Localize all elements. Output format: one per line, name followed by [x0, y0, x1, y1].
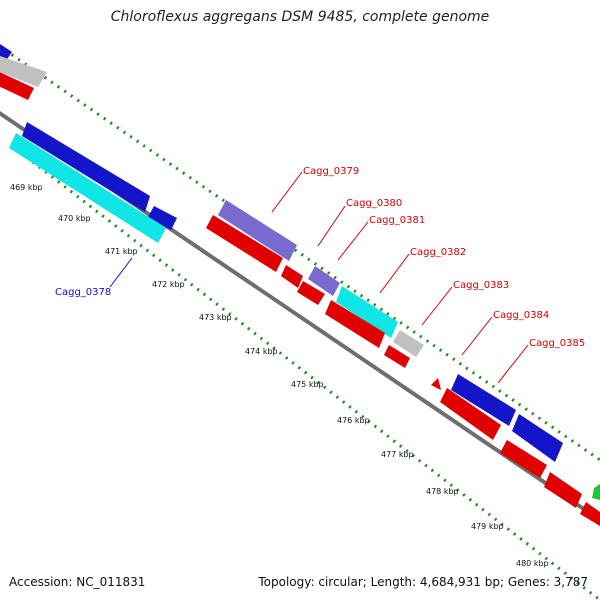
gene-red[interactable]: [206, 215, 283, 272]
gene-gray[interactable]: [393, 330, 424, 357]
scale-label: 471 kbp: [105, 247, 138, 256]
scale-label: 472 kbp: [152, 280, 185, 289]
scale-label: 474 kbp: [245, 347, 278, 356]
scale-label: 480 kbp: [516, 559, 549, 568]
map-title: Chloroflexus aggregans DSM 9485, complet…: [110, 9, 490, 25]
scale-label: 469 kbp: [10, 183, 43, 192]
gene-purple[interactable]: [308, 266, 340, 296]
scale-label: 473 kbp: [199, 313, 232, 322]
gene-red[interactable]: [297, 281, 325, 305]
outer-tick-row: [4, 48, 600, 462]
scale-label: 479 kbp: [471, 522, 504, 531]
scale-labels: 469 kbp 470 kbp 471 kbp 472 kbp 473 kbp …: [10, 183, 549, 568]
gene-red[interactable]: [325, 300, 385, 348]
genome-summary: Topology: circular; Length: 4,684,931 bp…: [258, 575, 588, 589]
gene-label-cagg-0379[interactable]: Cagg_0379: [303, 166, 359, 177]
gene-red[interactable]: [500, 440, 547, 478]
gene-blue[interactable]: [451, 374, 516, 426]
scale-label: 475 kbp: [291, 380, 324, 389]
gene-red[interactable]: [281, 265, 303, 288]
scale-label: 476 kbp: [337, 416, 370, 425]
gene-label-cagg-0380[interactable]: Cagg_0380: [346, 198, 402, 209]
gene-label-cagg-0378[interactable]: Cagg_0378: [55, 287, 111, 298]
gene-red[interactable]: [0, 70, 34, 100]
gene-blue[interactable]: [22, 122, 150, 212]
gene-label-cagg-0383[interactable]: Cagg_0383: [453, 280, 509, 291]
scale-label: 477 kbp: [381, 450, 414, 459]
inner-tick-row: [19, 150, 600, 600]
gene-gray[interactable]: [0, 56, 47, 87]
gene-label-cagg-0381[interactable]: Cagg_0381: [369, 215, 425, 226]
gene-cyan[interactable]: [9, 133, 166, 243]
gene-blue[interactable]: [512, 414, 563, 462]
label-callouts: [109, 171, 529, 384]
gene-labels[interactable]: Cagg_0378 Cagg_0379 Cagg_0380 Cagg_0381 …: [55, 166, 585, 349]
scale-label: 470 kbp: [58, 214, 91, 223]
gene-red[interactable]: [544, 472, 582, 508]
gene-features[interactable]: [0, 44, 600, 526]
gene-label-cagg-0382[interactable]: Cagg_0382: [410, 247, 466, 258]
scale-label: 478 kbp: [426, 487, 459, 496]
gene-purple[interactable]: [218, 200, 297, 261]
gene-red[interactable]: [440, 388, 501, 440]
gene-red[interactable]: [580, 502, 600, 526]
gene-label-cagg-0385[interactable]: Cagg_0385: [529, 338, 585, 349]
gene-cyan[interactable]: [336, 286, 398, 338]
gene-blue[interactable]: [148, 206, 177, 230]
accession-text: Accession: NC_011831: [9, 575, 146, 589]
gene-label-cagg-0384[interactable]: Cagg_0384: [493, 310, 549, 321]
gene-green[interactable]: [592, 484, 600, 500]
gene-red[interactable]: [431, 378, 441, 390]
gene-red[interactable]: [384, 345, 410, 368]
